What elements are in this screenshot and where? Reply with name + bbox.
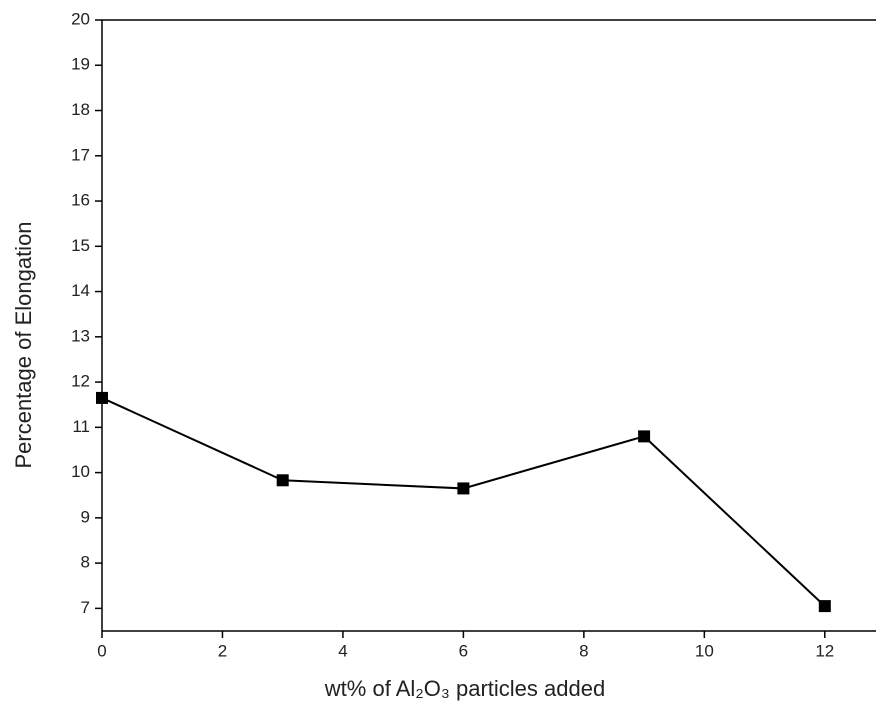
y-tick-label: 11 (72, 417, 90, 436)
x-tick-label: 6 (459, 641, 468, 660)
y-tick-label: 13 (71, 326, 90, 345)
marker (457, 482, 470, 495)
marker (276, 474, 289, 487)
y-tick-label: 12 (71, 372, 90, 391)
x-tick-label: 0 (97, 641, 106, 660)
y-tick-label: 9 (81, 507, 90, 526)
y-tick-label: 17 (71, 145, 90, 164)
y-tick-label: 16 (71, 191, 90, 210)
y-tick-label: 18 (71, 100, 90, 119)
y-tick-label: 20 (71, 9, 90, 28)
x-tick-label: 4 (338, 641, 347, 660)
y-tick-label: 10 (71, 462, 90, 481)
line (101, 397, 826, 607)
x-tick-label: 12 (815, 641, 834, 660)
x-tick-label: 8 (579, 641, 588, 660)
y-axis-title: Percentage of Elongation (11, 221, 36, 468)
x-tick-label: 2 (218, 641, 227, 660)
y-tick-label: 19 (71, 55, 90, 74)
x-axis-title: wt% of Al₂O₃ particles added (324, 676, 605, 701)
y-tick-label: 7 (81, 598, 90, 617)
x-tick-label: 10 (695, 641, 714, 660)
y-tick-label: 15 (71, 236, 90, 255)
y-tick-label: 14 (71, 281, 90, 300)
marker (96, 391, 108, 404)
marker (638, 430, 651, 443)
marker (818, 600, 831, 613)
y-tick-label: 8 (81, 553, 90, 572)
